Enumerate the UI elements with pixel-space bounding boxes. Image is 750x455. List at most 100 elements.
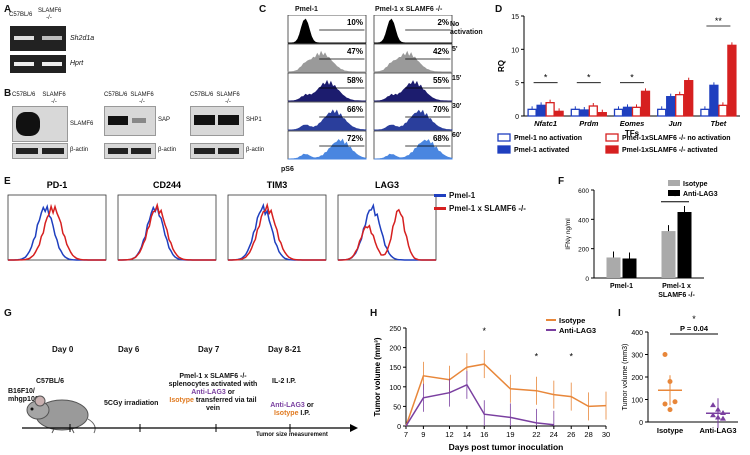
histo-percent: 10% <box>347 18 363 27</box>
blot3-control: β-actin <box>246 147 265 153</box>
blot3-target: SHP1 <box>246 117 262 123</box>
timeline-arrow <box>22 424 358 432</box>
i-ytick-label: 300 <box>631 353 643 360</box>
d-legend-swatch <box>497 145 511 154</box>
d-ytick-label: 5 <box>515 81 519 88</box>
i-category-label: Isotype <box>657 426 683 435</box>
panel-label-g: G <box>4 308 12 319</box>
g-day7: Day 7 <box>198 345 220 354</box>
g-day6: Day 6 <box>118 345 140 354</box>
h-xtick-label: 7 <box>404 430 408 439</box>
histogram-grid: 10% 2% 47% 42% 58% 55% 66% 70% 72% 68% <box>287 15 453 160</box>
histo-col1-title: Pmel-1 <box>295 6 318 13</box>
i-ylabel: Tumor volume (mm3) <box>622 344 629 411</box>
e-curve-ko <box>8 203 106 261</box>
i-ytick-label: 400 <box>631 330 643 337</box>
i-point-antilag3 <box>720 415 726 421</box>
histo-time-2: 15' <box>452 75 462 82</box>
d-legend-label: Pmel-1xSLAMF6 -/- no activation <box>622 135 731 142</box>
marker-histograms: PD-1 CD244 TIM3 LAG3 <box>7 180 437 261</box>
h-xtick-label: 30 <box>602 430 610 439</box>
e-curve-ko <box>338 208 436 261</box>
d-bar <box>727 44 737 117</box>
gel-lane-c57: C57BL/6 <box>9 12 33 18</box>
i-ytick-label: 0 <box>639 420 643 427</box>
d-category-label: Prdm <box>579 119 599 128</box>
g-day8: Day 8-21 <box>268 345 301 354</box>
panel-label-e: E <box>4 176 11 187</box>
g-tumor: B16F10/ mhgp100 <box>8 388 39 403</box>
d-legend-label: Pmel-1 activated <box>514 147 569 154</box>
histo-percent: 72% <box>347 134 363 143</box>
d-bar <box>570 108 580 117</box>
i-point-antilag3 <box>710 412 716 418</box>
d-bar <box>718 104 728 117</box>
d-bar <box>536 104 546 117</box>
blot1-slamf6 <box>12 106 68 142</box>
h-line-isotype <box>405 363 607 427</box>
h-xtick-label: 14 <box>463 430 471 439</box>
h-ytick-label: 50 <box>393 404 401 411</box>
f-legend-label: Anti-LAG3 <box>683 191 718 198</box>
h-ytick-label: 150 <box>389 365 401 372</box>
histo-curve <box>288 79 366 102</box>
d-bar <box>684 80 694 117</box>
e-frame <box>337 194 437 261</box>
d-bar <box>597 112 607 117</box>
d-ytick-label: 0 <box>515 114 519 121</box>
i-point-isotype <box>672 399 678 405</box>
d-bar <box>554 110 564 117</box>
h-xlabel: Days post tumor inoculation <box>449 442 564 452</box>
e-frame <box>117 194 217 261</box>
e-legend-ko: Pmel-1 x SLAMF6 -/- <box>434 204 526 213</box>
d-category-label: Eomes <box>620 119 645 128</box>
d-ytick-label: 15 <box>511 14 519 21</box>
d-legend-label: Pmel-1xSLAMF6 -/- activated <box>622 147 718 154</box>
histo-percent: 42% <box>433 47 449 56</box>
i-ytick-label: 100 <box>631 398 643 405</box>
blot3-actin <box>190 143 244 159</box>
d-legend-swatch <box>605 145 619 154</box>
blot3-lane-c57: C57BL/6 <box>190 92 214 98</box>
g-measure: Tumor size measurement <box>256 432 328 438</box>
h-ytick-label: 250 <box>389 326 401 333</box>
d-category-label: Tbet <box>710 119 726 128</box>
histo-curve <box>373 50 452 73</box>
f-ytick-label: 200 <box>578 247 589 254</box>
e-curve-ko <box>228 202 326 261</box>
blot1-lane-ko: SLAMF6 -/- <box>42 92 66 105</box>
histo-time-0: No activation <box>450 21 483 36</box>
h-sig-mark: * <box>569 351 573 361</box>
blot2-actin <box>104 143 156 159</box>
histo-curve <box>374 139 453 160</box>
d-bar <box>666 96 676 117</box>
i-ytick-label: 200 <box>631 375 643 382</box>
f-ytick-label: 400 <box>578 217 589 224</box>
e-curve-ko <box>118 202 216 261</box>
g-ip: Anti-LAG3 or Isotype I.P. <box>270 402 314 417</box>
d-sig-mark: * <box>544 73 548 83</box>
i-point-antilag3 <box>710 402 716 408</box>
f-bar <box>677 212 692 278</box>
d-bar <box>709 84 719 117</box>
histo-percent: 68% <box>433 134 449 143</box>
f-bar <box>661 231 676 278</box>
d-bar <box>579 109 589 117</box>
d-category-label: Jun <box>669 119 683 128</box>
histo-percent: 58% <box>347 76 363 85</box>
h-xtick-label: 9 <box>421 430 425 439</box>
histo-percent: 47% <box>347 47 363 56</box>
blot2-lane-ko: SLAMF6 -/- <box>130 92 154 105</box>
blot3-lane-ko: SLAMF6 -/- <box>216 92 240 105</box>
panel-label-i: I <box>618 308 621 319</box>
histo-percent: 70% <box>433 105 449 114</box>
e-marker-title: CD244 <box>153 180 181 190</box>
f-category-label: Pmel-1 x <box>662 283 691 290</box>
d-category-label: Nfatc1 <box>534 119 557 128</box>
panel-label-b: B <box>4 88 12 99</box>
f-ylabel: IFNγ ng/ml <box>565 218 572 250</box>
e-legend-pmel: Pmel-1 <box>434 191 475 200</box>
histo-curve <box>374 109 453 131</box>
e-frame <box>227 194 327 261</box>
